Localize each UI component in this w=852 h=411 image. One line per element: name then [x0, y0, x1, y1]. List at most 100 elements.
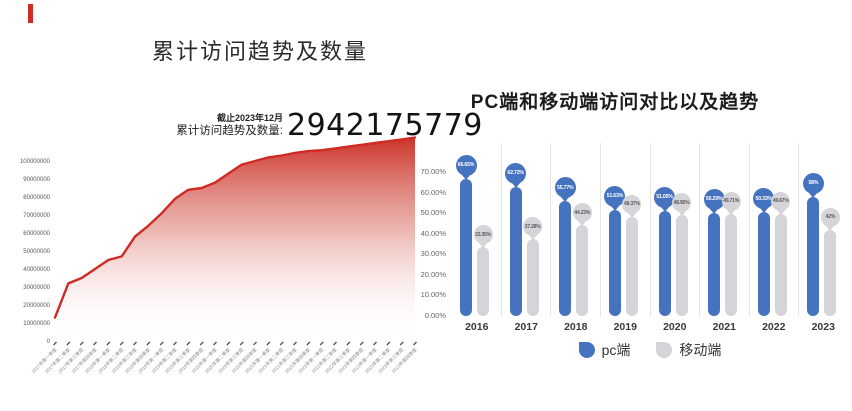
mobile-bar [625, 216, 638, 316]
y-tick-label: 40000000 [23, 267, 50, 273]
year-label: 2016 [465, 321, 489, 333]
year-group: 58% 42% [799, 143, 848, 316]
area-chart-series [53, 136, 417, 341]
year-group: 55.77% 44.23% [551, 143, 601, 316]
mobile-value-balloon: 37.28% [523, 217, 543, 237]
balloon-tail [610, 205, 619, 211]
x-tick-mark [186, 341, 191, 346]
y-tick-label: 20.00% [420, 269, 446, 279]
mobile-value-balloon: 48.37% [622, 194, 642, 214]
x-tick-mark [293, 341, 297, 346]
x-tick-mark [413, 341, 417, 346]
mobile-value-balloon: 49.67% [771, 191, 791, 211]
area-chart-x-axis: 2017年第一季度2017年第二季度2017年第三季度2017年第四季度2018… [30, 341, 419, 375]
pc-bar [658, 210, 671, 316]
bar-chart-legend: pc端 移动端 [452, 340, 848, 360]
year-label: 2020 [663, 321, 687, 333]
mobile-bar [725, 213, 738, 316]
pc-droplet-icon [578, 342, 595, 358]
balloon-tail [627, 212, 636, 218]
balloon-tail [511, 182, 520, 188]
y-tick-label: 60000000 [23, 231, 50, 237]
y-tick-label: 20000000 [23, 303, 50, 309]
legend-item-pc: pc端 [578, 340, 631, 360]
y-tick-label: 10000000 [23, 321, 50, 327]
pc-bar [559, 201, 572, 316]
x-tick-mark [106, 341, 111, 346]
left-chart-title: 累计访问趋势及数量 [151, 39, 368, 64]
y-tick-label: 0.00% [424, 311, 446, 320]
year-group: 66.65% 33.35% [452, 143, 502, 316]
cumulative-visits-value: 2942175779 [287, 108, 483, 143]
year-group: 51.63% 48.37% [601, 143, 651, 316]
pc-value-balloon: 50.29% [703, 188, 725, 210]
x-tick-mark [133, 341, 137, 346]
balloon-tail [776, 209, 785, 215]
right-chart-title: PC端和移动端访问对比以及趋势 [470, 92, 760, 113]
x-tick-mark [226, 341, 231, 346]
mobile-value-balloon: 48.95% [672, 193, 691, 213]
x-tick-mark [199, 341, 204, 346]
balloon-tail [759, 208, 768, 214]
mobile-bar [576, 225, 589, 316]
mobile-droplet-icon [656, 342, 673, 358]
y-tick-label: 70000000 [23, 213, 50, 219]
x-tick-mark [399, 341, 404, 346]
year-label: 2022 [762, 321, 786, 333]
pc-bar [708, 212, 721, 316]
year-label: 2018 [564, 321, 588, 333]
x-tick-mark [346, 341, 351, 346]
year-group: 62.72% 37.28% [502, 143, 552, 316]
stat-caption-label: 累计访问趋势及数量: [176, 125, 283, 138]
x-tick-mark [173, 341, 177, 346]
area-fill [55, 137, 415, 341]
pc-value-balloon: 66.65% [455, 154, 477, 176]
balloon-tail [727, 209, 736, 215]
pc-value-balloon: 51.63% [604, 185, 626, 207]
x-tick-mark [53, 341, 57, 346]
mobile-value-balloon: 49.71% [721, 191, 741, 211]
year-group: 51.05% 48.95% [651, 143, 701, 316]
x-tick-mark [66, 341, 71, 346]
mobile-bar [774, 213, 787, 316]
pc-value-balloon: 62.72% [505, 162, 527, 184]
year-label: 2021 [712, 321, 736, 333]
mobile-value-balloon: 42% [820, 207, 840, 227]
year-group: 50.29% 49.71% [700, 143, 750, 316]
pc-bar [460, 178, 472, 316]
y-tick-label: 30000000 [23, 285, 50, 291]
balloon-tail [660, 206, 669, 212]
balloon-tail [677, 211, 686, 217]
legend-item-mobile: 移动端 [656, 340, 721, 360]
bar-chart-y-axis: 0.00% 10.00% 20.00% 30.00% 40.00% 50.00% 60.00… [398, 143, 448, 320]
year-label: 2017 [514, 321, 538, 333]
x-tick-mark [253, 341, 257, 346]
cumulative-area-chart: 0 10000000 20000000 30000000 40000000 5000000… [20, 136, 419, 375]
bar-chart-x-axis: 2016 2017 2018 2019 2020 2021 2022 2023 [452, 321, 848, 333]
pc-value-balloon: 51.05% [654, 186, 675, 208]
balloon-tail [710, 208, 719, 214]
balloon-tail [528, 235, 537, 241]
mobile-bar [824, 229, 837, 316]
year-group: 50.33% 49.67% [750, 143, 800, 316]
y-tick-label: 40.00% [420, 228, 446, 238]
x-tick-mark [79, 341, 84, 346]
y-tick-label: 80000000 [23, 195, 50, 201]
legend-label: pc端 [601, 342, 631, 358]
y-tick-label: 10.00% [420, 290, 446, 300]
y-tick-label: 60.00% [420, 187, 446, 197]
year-label: 2023 [811, 321, 835, 333]
balloon-tail [826, 225, 835, 231]
balloon-tail [578, 221, 587, 227]
area-line [53, 136, 417, 319]
y-tick-label: 50.00% [420, 208, 446, 218]
pc-bar [807, 196, 820, 316]
x-tick-mark [386, 341, 391, 346]
x-tick-mark [319, 341, 324, 346]
y-tick-label: 30.00% [420, 249, 446, 259]
x-tick-mark [333, 341, 337, 346]
mobile-bar [526, 239, 539, 316]
legend-label: 移动端 [679, 342, 722, 358]
pc-bar [509, 186, 522, 316]
